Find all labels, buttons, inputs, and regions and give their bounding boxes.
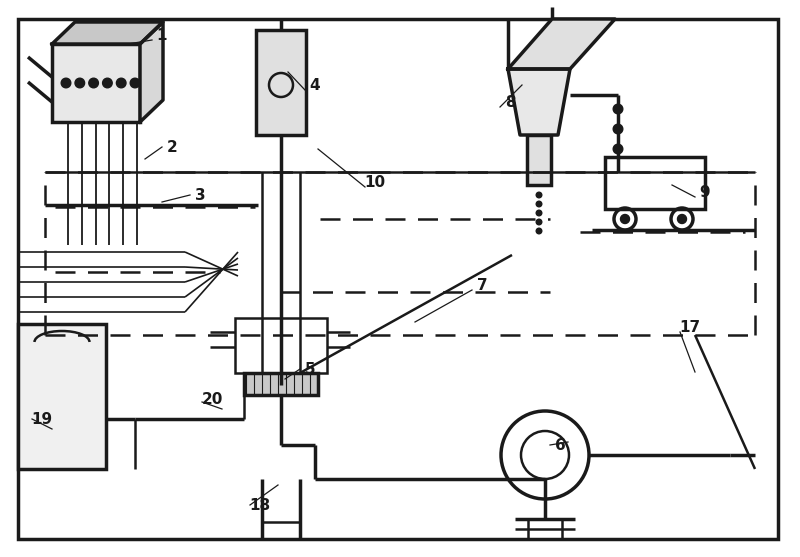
Circle shape [62, 78, 71, 88]
Circle shape [536, 228, 542, 234]
Text: 2: 2 [166, 139, 178, 154]
Circle shape [102, 78, 112, 88]
Text: 7: 7 [477, 277, 487, 292]
Text: 9: 9 [700, 184, 710, 199]
Circle shape [536, 192, 542, 198]
Bar [18, 324, 106, 469]
Text: 8: 8 [505, 95, 515, 110]
Circle shape [117, 78, 126, 88]
Circle shape [614, 124, 622, 134]
Bar [256, 30, 306, 135]
Polygon shape [140, 22, 163, 122]
Polygon shape [508, 69, 570, 135]
Bar [235, 318, 327, 373]
Bar [527, 135, 551, 185]
Text: 6: 6 [554, 437, 566, 452]
Bar [244, 373, 318, 395]
Text: 4: 4 [310, 77, 320, 92]
Circle shape [536, 201, 542, 207]
Text: 20: 20 [202, 392, 222, 407]
Polygon shape [508, 19, 615, 69]
Circle shape [536, 219, 542, 225]
Text: 5: 5 [305, 361, 315, 377]
Text: 1: 1 [157, 27, 167, 42]
Bar [52, 44, 140, 122]
Circle shape [536, 210, 542, 216]
Text: 18: 18 [250, 497, 270, 512]
Polygon shape [52, 22, 163, 44]
Circle shape [614, 104, 622, 114]
Circle shape [678, 214, 686, 223]
Text: 10: 10 [365, 174, 386, 189]
Text: 19: 19 [31, 412, 53, 427]
Text: 3: 3 [194, 188, 206, 203]
Circle shape [130, 78, 140, 88]
Bar [605, 157, 705, 209]
Circle shape [75, 78, 85, 88]
Circle shape [89, 78, 98, 88]
Text: 17: 17 [679, 320, 701, 335]
Circle shape [614, 144, 622, 154]
Circle shape [621, 214, 630, 223]
